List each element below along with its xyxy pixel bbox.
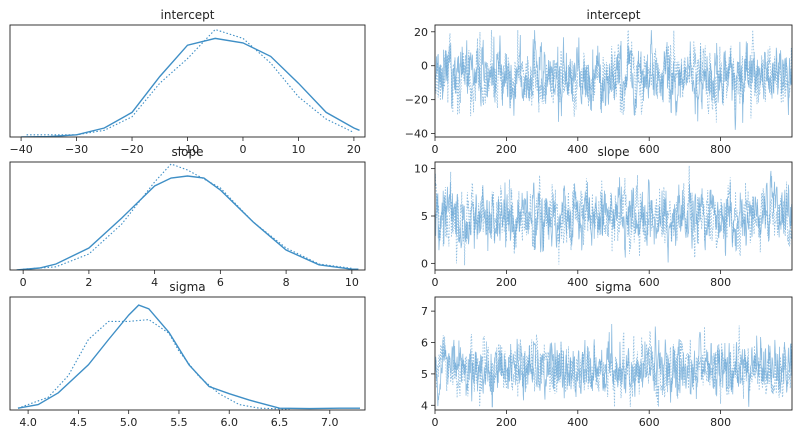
x-tick-label: 4.0 xyxy=(19,416,37,429)
axes-frame xyxy=(434,24,793,138)
panel-slope-trace: slope 0 200 400 600 800 0 5 10 xyxy=(414,145,793,289)
x-tick-label: 20 xyxy=(347,143,361,156)
x-tick-label: 0 xyxy=(432,143,439,156)
panel-intercept-density: intercept −40 −30 −20 −10 0 10 20 xyxy=(9,8,366,156)
y-tick-label: 20 xyxy=(414,26,428,39)
density-line-chain-2 xyxy=(26,28,355,136)
x-tick-label: 7.0 xyxy=(321,416,339,429)
density-line-chain-1 xyxy=(17,304,360,410)
panel-sigma-trace: sigma 0 200 400 600 800 4 5 6 7 xyxy=(421,280,793,429)
y-tick-label: 5 xyxy=(421,210,428,223)
x-tick-label: 800 xyxy=(710,416,731,429)
x-tick-label: −30 xyxy=(65,143,88,156)
x-tick-label: 800 xyxy=(710,276,731,289)
axes-frame xyxy=(9,24,366,138)
trace-line-chain-2 xyxy=(435,165,792,266)
axes-frame xyxy=(434,296,793,411)
x-tick-label: 10 xyxy=(291,143,305,156)
x-tick-label: 800 xyxy=(710,143,731,156)
x-tick-label: 10 xyxy=(345,276,359,289)
y-tick-label: −20 xyxy=(405,94,428,107)
panel-title: sigma xyxy=(595,280,631,294)
y-tick-label: 0 xyxy=(421,257,428,270)
y-tick-label: 10 xyxy=(414,163,428,176)
panel-title: intercept xyxy=(587,8,641,22)
x-tick-label: 4.5 xyxy=(70,416,88,429)
y-tick-label: 0 xyxy=(421,60,428,73)
panel-title: slope xyxy=(598,145,630,159)
x-tick-label: −10 xyxy=(176,143,199,156)
trace-line-chain-1 xyxy=(435,30,792,130)
x-tick-label: 2 xyxy=(85,276,92,289)
density-line-chain-1 xyxy=(21,37,360,137)
x-tick-label: 400 xyxy=(567,276,588,289)
trace-line-chain-2 xyxy=(435,30,792,123)
panel-sigma-density: sigma 4.0 4.5 5.0 5.5 6.0 6.5 7.0 xyxy=(9,280,366,429)
y-tick-label: 6 xyxy=(421,337,428,350)
x-tick-label: 600 xyxy=(639,276,660,289)
x-tick-label: 200 xyxy=(496,143,517,156)
axes-frame xyxy=(9,161,366,271)
x-tick-label: 5.5 xyxy=(170,416,188,429)
x-tick-label: 600 xyxy=(639,143,660,156)
x-tick-label: 6 xyxy=(217,276,224,289)
x-tick-label: 400 xyxy=(567,416,588,429)
density-line-chain-1 xyxy=(16,175,359,270)
x-tick-label: 0 xyxy=(20,276,27,289)
y-tick-label: 5 xyxy=(421,368,428,381)
x-tick-label: 400 xyxy=(567,143,588,156)
x-tick-label: 200 xyxy=(496,416,517,429)
x-tick-label: 0 xyxy=(432,276,439,289)
x-tick-label: 200 xyxy=(496,276,517,289)
x-tick-label: 600 xyxy=(639,416,660,429)
x-tick-label: 6.0 xyxy=(220,416,238,429)
panel-title: sigma xyxy=(169,280,205,294)
panel-slope-density: slope 0 2 4 6 8 10 xyxy=(9,145,366,289)
x-tick-label: 5.0 xyxy=(120,416,138,429)
x-tick-label: −20 xyxy=(120,143,143,156)
panel-intercept-trace: intercept 0 200 400 600 800 −40 −20 0 20 xyxy=(405,8,793,156)
x-tick-label: −40 xyxy=(9,143,32,156)
density-line-chain-2 xyxy=(17,319,290,410)
y-tick-label: −40 xyxy=(405,128,428,141)
x-tick-label: 0 xyxy=(239,143,246,156)
y-tick-label: 7 xyxy=(421,305,428,318)
trace-line-chain-2 xyxy=(435,325,792,407)
density-line-chain-2 xyxy=(23,163,352,270)
panel-title: slope xyxy=(172,145,204,159)
y-tick-label: 4 xyxy=(421,399,428,412)
panel-title: intercept xyxy=(161,8,215,22)
axes-frame xyxy=(9,296,366,411)
x-tick-label: 4 xyxy=(151,276,158,289)
x-tick-label: 0 xyxy=(432,416,439,429)
x-tick-label: 6.5 xyxy=(271,416,289,429)
x-tick-label: 8 xyxy=(283,276,290,289)
